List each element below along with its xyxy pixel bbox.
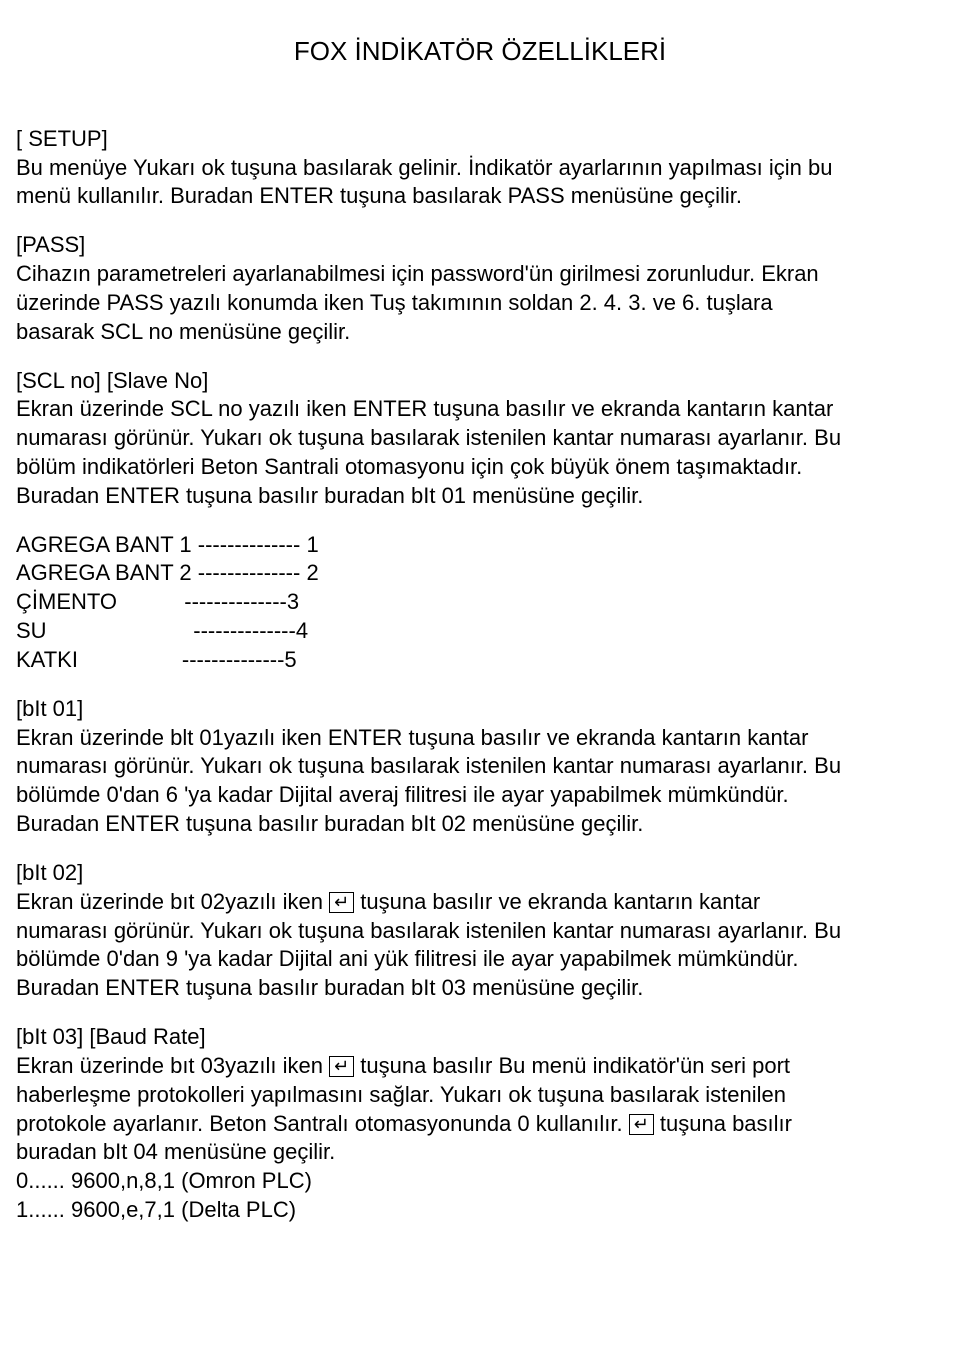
text-fragment: tuşuna basılır ve ekranda kantarın kanta… [354, 889, 760, 914]
setup-section: [ SETUP] Bu menüye Yukarı ok tuşuna bası… [16, 126, 944, 210]
text-fragment: tuşuna basılır Bu menü indikatör'ün seri… [354, 1053, 790, 1078]
scl-head: [SCL no] [Slave No] [16, 368, 944, 395]
bit03-line: protokole ayarlanır. Beton Santralı otom… [16, 1111, 944, 1138]
text-fragment: Ekran üzerinde bıt 02yazılı iken [16, 889, 329, 914]
enter-icon: ↵ [329, 892, 354, 913]
bit03-line: Ekran üzerinde bıt 03yazılı iken ↵ tuşun… [16, 1053, 944, 1080]
bit02-section: [bIt 02] Ekran üzerinde bıt 02yazılı ike… [16, 860, 944, 1002]
scl-line: Ekran üzerinde SCL no yazılı iken ENTER … [16, 396, 944, 423]
enter-icon: ↵ [629, 1114, 654, 1135]
bit01-line: Ekran üzerinde blt 01yazılı iken ENTER t… [16, 725, 944, 752]
enter-icon: ↵ [329, 1056, 354, 1077]
list-label: KATKI [16, 647, 78, 674]
bit03-head: [bIt 03] [Baud Rate] [16, 1024, 944, 1051]
setup-head: [ SETUP] [16, 126, 944, 153]
pass-line: basarak SCL no menüsüne geçilir. [16, 319, 944, 346]
bit03-line: 0...... 9600,n,8,1 (Omron PLC) [16, 1168, 944, 1195]
pass-line: üzerinde PASS yazılı konumda iken Tuş ta… [16, 290, 944, 317]
list-label: ÇİMENTO [16, 589, 117, 616]
bit02-line: numarası görünür. Yukarı ok tuşuna basıl… [16, 918, 944, 945]
page-title: FOX İNDİKATÖR ÖZELLİKLERİ [16, 36, 944, 68]
document-page: FOX İNDİKATÖR ÖZELLİKLERİ [ SETUP] Bu me… [0, 0, 960, 1356]
text-fragment: protokole ayarlanır. Beton Santralı otom… [16, 1111, 629, 1136]
bit01-line: bölümde 0'dan 6 'ya kadar Dijital averaj… [16, 782, 944, 809]
bit02-head: [bIt 02] [16, 860, 944, 887]
scl-section: [SCL no] [Slave No] Ekran üzerinde SCL n… [16, 368, 944, 510]
setup-line: Bu menüye Yukarı ok tuşuna basılarak gel… [16, 155, 944, 182]
list-item: AGREGA BANT 1 -------------- 1 [16, 532, 944, 559]
list-item: ÇİMENTO --------------3 [16, 589, 944, 616]
scl-line: bölüm indikatörleri Beton Santrali otoma… [16, 454, 944, 481]
bit01-line: Buradan ENTER tuşuna basılır buradan bIt… [16, 811, 944, 838]
bit03-line: haberleşme protokolleri yapılmasını sağl… [16, 1082, 944, 1109]
bit03-section: [bIt 03] [Baud Rate] Ekran üzerinde bıt … [16, 1024, 944, 1224]
text-fragment: tuşuna basılır [654, 1111, 792, 1136]
pass-section: [PASS] Cihazın parametreleri ayarlanabil… [16, 232, 944, 345]
bit02-line: Ekran üzerinde bıt 02yazılı iken ↵ tuşun… [16, 889, 944, 916]
scl-line: numarası görünür. Yukarı ok tuşuna basıl… [16, 425, 944, 452]
setup-line: menü kullanılır. Buradan ENTER tuşuna ba… [16, 183, 944, 210]
bit03-line: buradan bIt 04 menüsüne geçilir. [16, 1139, 944, 1166]
bit03-line: 1...... 9600,e,7,1 (Delta PLC) [16, 1197, 944, 1224]
list-item: AGREGA BANT 2 -------------- 2 [16, 560, 944, 587]
bit01-head: [bIt 01] [16, 696, 944, 723]
list-value: --------------4 [47, 618, 309, 645]
bit01-section: [bIt 01] Ekran üzerinde blt 01yazılı ike… [16, 696, 944, 838]
pass-head: [PASS] [16, 232, 944, 259]
list-value: --------------3 [117, 589, 299, 616]
list-value: --------------5 [78, 647, 297, 674]
list-item: KATKI --------------5 [16, 647, 944, 674]
pass-line: Cihazın parametreleri ayarlanabilmesi iç… [16, 261, 944, 288]
list-label: SU [16, 618, 47, 645]
scl-line: Buradan ENTER tuşuna basılır buradan bIt… [16, 483, 944, 510]
bit01-line: numarası görünür. Yukarı ok tuşuna basıl… [16, 753, 944, 780]
list-item: SU --------------4 [16, 618, 944, 645]
assignment-list: AGREGA BANT 1 -------------- 1 AGREGA BA… [16, 532, 944, 674]
text-fragment: Ekran üzerinde bıt 03yazılı iken [16, 1053, 329, 1078]
bit02-line: Buradan ENTER tuşuna basılır buradan bIt… [16, 975, 944, 1002]
bit02-line: bölümde 0'dan 9 'ya kadar Dijital ani yü… [16, 946, 944, 973]
